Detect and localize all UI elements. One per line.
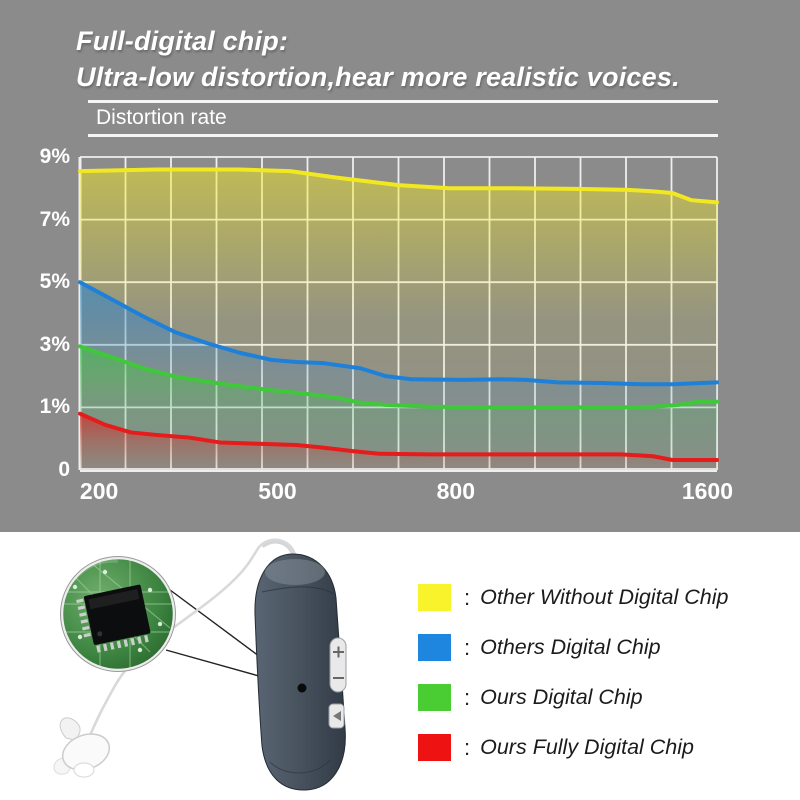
y-tick-1: 1% (39, 395, 70, 419)
series-line-3 (78, 411, 719, 462)
legend-item-others-digital-chip: : Others Digital Chip (418, 634, 728, 661)
legend-label: Others Digital Chip (480, 635, 661, 659)
y-tick-7: 7% (39, 207, 70, 231)
product-photo (53, 538, 347, 791)
series-line-1 (78, 280, 719, 387)
legend: : Other Without Digital Chip : Others Di… (418, 584, 728, 784)
ear-dome (53, 717, 111, 778)
volume-rocker (329, 637, 347, 693)
legend-separator: : (464, 684, 471, 710)
divider-line-bottom (88, 134, 718, 137)
legend-swatch-blue (418, 634, 451, 661)
y-tick-0: 0 (58, 458, 70, 481)
program-button (328, 703, 345, 729)
x-tick-800: 800 (436, 478, 476, 504)
hearing-aid-body (254, 553, 347, 791)
legend-swatch-red (418, 734, 451, 761)
headline: Full-digital chip: Ultra-low distortion,… (76, 24, 680, 95)
legend-label: Ours Fully Digital Chip (480, 735, 694, 759)
legend-item-ours-digital-chip: : Ours Digital Chip (418, 684, 728, 711)
legend-label: Ours Digital Chip (480, 685, 643, 709)
distortion-rate-chart (78, 156, 719, 472)
legend-label: Other Without Digital Chip (480, 585, 729, 609)
dsp-chip (76, 584, 151, 653)
callout-target-dot (297, 683, 307, 693)
y-tick-5: 5% (39, 270, 70, 294)
legend-separator: : (464, 634, 471, 660)
divider-line-top (88, 100, 718, 103)
x-tick-500: 500 (258, 478, 297, 504)
legend-swatch-green (418, 684, 451, 711)
headline-line1: Full-digital chip: (76, 26, 289, 56)
y-tick-9: 9% (39, 145, 70, 168)
legend-item-other-without-digital-chip: : Other Without Digital Chip (418, 584, 728, 611)
series-line-0 (78, 167, 719, 205)
series-area-2 (80, 346, 717, 470)
receiver-wire (87, 538, 297, 739)
x-tick-1600: 1600 (681, 478, 734, 504)
chart-title: Distortion rate (96, 106, 227, 129)
headline-line2: Ultra-low distortion,hear more realistic… (76, 61, 680, 92)
legend-separator: : (464, 734, 471, 760)
chip-closeup-inset (60, 556, 176, 672)
x-tick-200: 200 (79, 478, 119, 504)
legend-swatch-yellow (418, 584, 451, 611)
legend-separator: : (464, 584, 471, 610)
series-line-2 (78, 344, 719, 410)
legend-item-ours-fully-digital-chip: : Ours Fully Digital Chip (418, 734, 728, 761)
y-tick-3: 3% (39, 332, 70, 356)
